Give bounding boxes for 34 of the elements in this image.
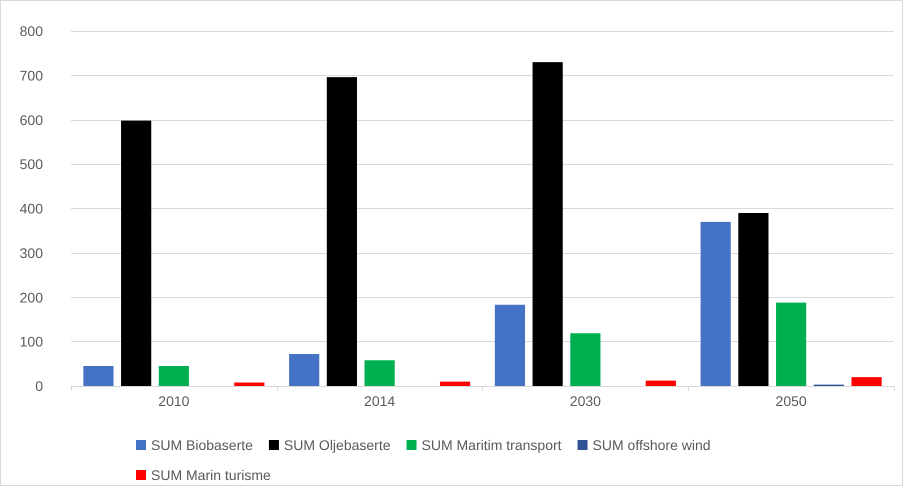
legend-label: SUM Marin turisme xyxy=(151,467,272,483)
bar xyxy=(776,302,806,386)
x-tick-label: 2014 xyxy=(364,393,396,409)
x-tick-label: 2030 xyxy=(570,393,602,409)
y-tick-label: 400 xyxy=(20,200,44,216)
legend-label: SUM Oljebaserte xyxy=(284,437,391,453)
bar xyxy=(364,360,395,386)
y-tick-label: 500 xyxy=(20,156,44,172)
bar xyxy=(289,354,320,386)
legend-label: SUM Biobaserte xyxy=(151,437,254,453)
bar xyxy=(83,366,114,386)
bar xyxy=(532,62,563,386)
x-tick-label: 2010 xyxy=(158,393,190,409)
bar xyxy=(646,380,676,386)
x-tick-label: 2050 xyxy=(776,393,807,409)
bar xyxy=(700,222,731,386)
bar xyxy=(570,333,600,386)
bar xyxy=(158,366,189,386)
legend-label: SUM offshore wind xyxy=(592,437,711,453)
y-tick-label: 700 xyxy=(20,67,44,84)
bar xyxy=(326,77,357,386)
bar xyxy=(440,382,470,386)
legend-label: SUM Maritim transport xyxy=(422,437,562,453)
y-tick-label: 0 xyxy=(35,378,44,394)
bar xyxy=(494,304,526,386)
y-tick-label: 300 xyxy=(20,244,44,261)
bar xyxy=(121,120,152,386)
y-tick-label: 600 xyxy=(20,112,44,128)
bar xyxy=(851,377,882,386)
bar xyxy=(738,212,768,386)
y-tick-label: 100 xyxy=(20,334,44,350)
y-tick-label: 200 xyxy=(20,289,44,306)
y-tick-label: 800 xyxy=(20,23,44,39)
bar xyxy=(234,382,264,386)
